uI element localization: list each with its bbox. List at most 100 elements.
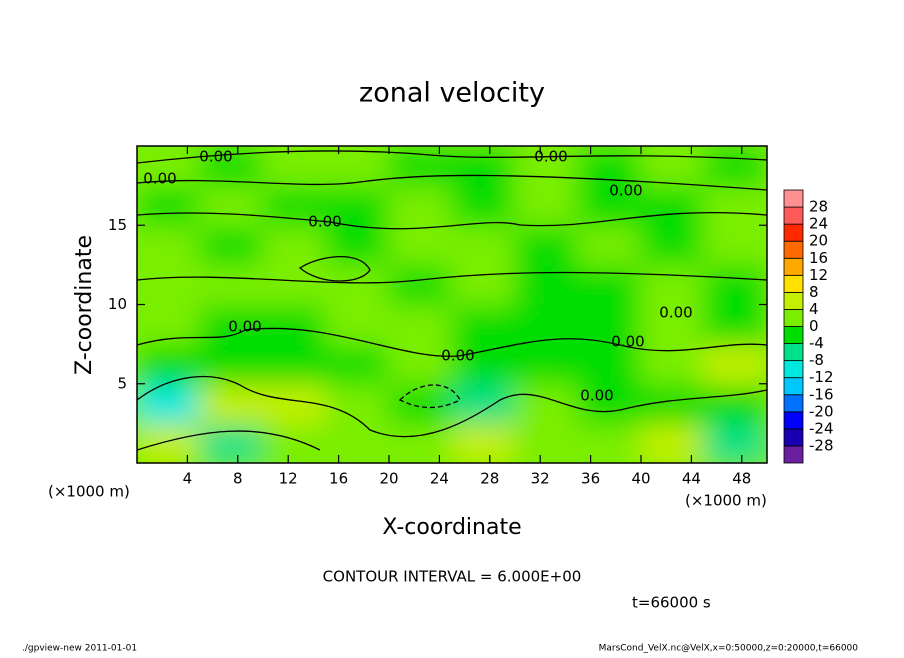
colorbar-label: -28 [809, 436, 834, 454]
field-cell [199, 224, 264, 266]
field-cell [325, 263, 390, 306]
field-cell [514, 422, 579, 463]
colorbar-box [783, 189, 804, 208]
y-tick-label: 15 [108, 216, 127, 234]
contour-line [137, 430, 321, 451]
field-cell [640, 263, 705, 306]
colorbar-box [783, 206, 804, 225]
colorbar-box [783, 309, 804, 327]
y-tick-label: 5 [117, 374, 127, 392]
field-cell [388, 382, 453, 425]
field-cell [451, 343, 516, 385]
field-cell [577, 263, 642, 306]
field-cell [262, 263, 327, 306]
contour-label: 0.00 [441, 347, 474, 365]
x-unit-label: (×1000 m) [48, 483, 130, 501]
field-cell [388, 422, 453, 463]
contour-label: 0.00 [534, 148, 567, 166]
field-cell [388, 303, 453, 346]
colorbar-label: -24 [809, 419, 834, 437]
x-tick-label: 12 [279, 470, 298, 488]
footer-right: MarsCond_VelX.nc@VelX,x=0:50000,z=0:2000… [599, 644, 859, 654]
contour-lines [137, 150, 767, 451]
field-cell [388, 184, 453, 227]
field-cell [325, 184, 390, 227]
colorbar-label: 28 [809, 198, 828, 216]
colorbar-box [783, 291, 804, 310]
field-cell [703, 343, 767, 385]
field-cell [640, 422, 705, 463]
colorbar-label: 12 [809, 266, 828, 284]
field-cell [703, 146, 767, 187]
field-cell [451, 146, 516, 187]
contour-label: 0.00 [199, 148, 232, 166]
x-tick-label: 4 [183, 470, 193, 488]
contour-label: 0.00 [143, 170, 176, 188]
field-cell [451, 263, 516, 306]
colorbar-box [783, 394, 804, 413]
field-cell [199, 303, 264, 346]
contour-line [398, 384, 461, 409]
colorbar-label: 20 [809, 232, 828, 250]
colorbar-label: 0 [809, 317, 819, 335]
field-cell [514, 184, 579, 227]
y-unit-label: (×1000 m) [685, 492, 767, 510]
y-tick-label: 10 [108, 295, 127, 313]
field-cell [262, 303, 327, 346]
colorbar-label: -12 [809, 368, 834, 386]
contour-line [137, 150, 767, 164]
field-cell [199, 422, 264, 463]
field-cell [514, 263, 579, 306]
colorbar-box [783, 411, 804, 430]
colorbar-box [783, 343, 804, 362]
contour-label: 0.00 [609, 182, 642, 200]
field-cell [388, 224, 453, 266]
colorbar-label: -8 [809, 351, 824, 369]
colorbar-box [783, 257, 804, 276]
x-tick-label: 32 [531, 470, 550, 488]
field-cell [388, 146, 453, 187]
colorbar-label: 4 [809, 300, 819, 318]
field-cell [262, 343, 327, 385]
contour-line [137, 271, 767, 284]
field-cell [388, 263, 453, 306]
field-cell [640, 184, 705, 227]
colorbar-box [783, 377, 804, 396]
contour-label: 0.00 [308, 213, 341, 231]
x-tick-label: 44 [682, 470, 701, 488]
field-cell [199, 184, 264, 227]
field-cell [137, 224, 201, 266]
field-cell [451, 303, 516, 346]
time-label: t=66000 s [632, 594, 711, 612]
x-tick-label: 16 [329, 470, 348, 488]
field-cell [514, 224, 579, 266]
field-cell [451, 184, 516, 227]
colorbar-box [783, 223, 804, 242]
field-cell [640, 303, 705, 346]
field-cell [514, 343, 579, 385]
x-tick-label: 20 [379, 470, 398, 488]
field-cell [262, 422, 327, 463]
field-cell [137, 184, 201, 227]
contour-label: 0.00 [659, 304, 692, 322]
contour-line [137, 174, 767, 191]
field-cell [577, 184, 642, 227]
field-cell [262, 224, 327, 266]
contour-interval: CONTOUR INTERVAL = 6.000E+00 [323, 568, 582, 586]
field-cell [262, 184, 327, 227]
field-cell [137, 343, 201, 385]
x-axis-label: X-coordinate [382, 515, 521, 540]
field-cell [137, 146, 201, 187]
contour-line [298, 255, 371, 282]
field-cell [514, 146, 579, 187]
field-cell [451, 224, 516, 266]
field-cell [703, 382, 767, 425]
colorbar-label: 8 [809, 283, 819, 301]
x-tick-label: 8 [233, 470, 243, 488]
x-tick-label: 36 [581, 470, 600, 488]
colorbar-box [783, 360, 804, 379]
x-tick-label: 24 [430, 470, 449, 488]
field-cell [703, 184, 767, 227]
field-cell [137, 263, 201, 306]
